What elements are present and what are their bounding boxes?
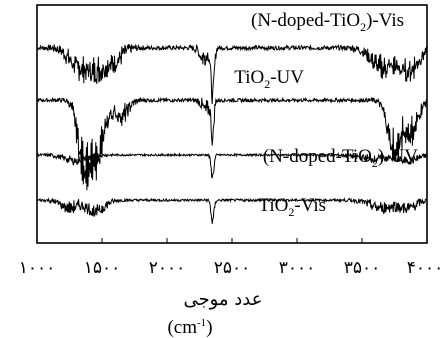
x-tick-label-3500: ۳۵۰۰ bbox=[344, 258, 381, 278]
x-tick-label-1000: ۱۰۰۰ bbox=[19, 258, 56, 278]
x-axis-label: عدد موجی bbox=[184, 289, 263, 310]
x-axis-unit: (cm-1) bbox=[167, 317, 212, 338]
x-tick-label-4000: ۴۰۰۰ bbox=[407, 258, 440, 278]
series-label-3: (N-doped-TiO2)-UV bbox=[263, 146, 418, 170]
plot-frame bbox=[36, 4, 428, 244]
series-line-2 bbox=[36, 96, 428, 191]
x-tick-label-3000: ۳۰۰۰ bbox=[279, 258, 316, 278]
series-line-4 bbox=[36, 196, 428, 224]
x-tick-label-2500: ۲۵۰۰ bbox=[214, 258, 251, 278]
series-label-4: TiO2-Vis bbox=[258, 195, 326, 219]
x-axis-title: عدد موجی bbox=[184, 289, 263, 310]
series-line-3 bbox=[36, 151, 428, 179]
series-line-1 bbox=[36, 43, 428, 105]
x-tick-label-2000: ۲۰۰۰ bbox=[149, 258, 186, 278]
x-tick-label-1500: ۱۵۰۰ bbox=[84, 258, 121, 278]
series-label-1: (N-doped-TiO2)-Vis bbox=[251, 10, 404, 34]
series-label-2: TiO2-UV bbox=[234, 67, 304, 91]
